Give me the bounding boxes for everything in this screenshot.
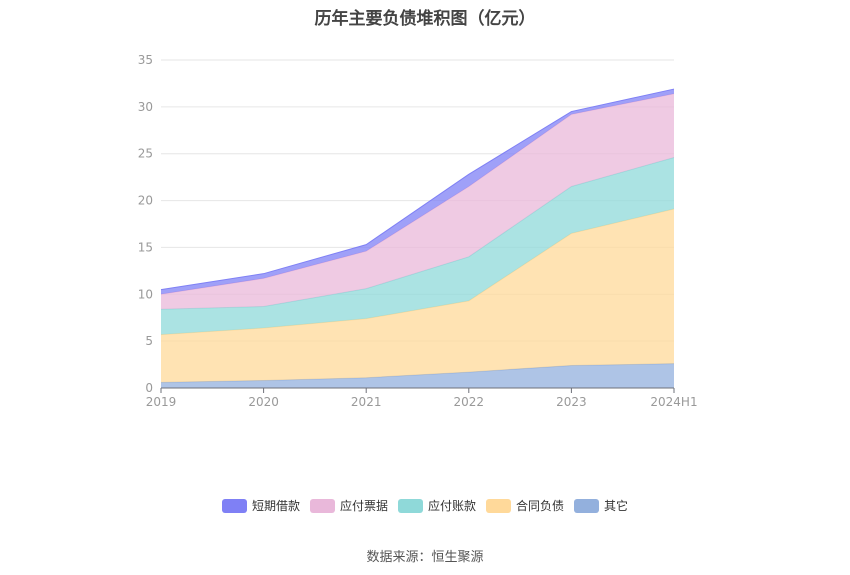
area-series-3 (161, 93, 674, 310)
x-tick-label: 2022 (454, 395, 485, 409)
legend-item[interactable]: 应付账款 (397, 497, 476, 514)
x-tick-label: 2023 (556, 395, 587, 409)
legend-label: 合同负债 (516, 499, 565, 513)
y-tick-label: 5 (145, 334, 153, 348)
legend-swatch (309, 498, 335, 513)
legend-label: 短期借款 (251, 499, 300, 513)
y-tick-label: 35 (138, 53, 153, 67)
legend-swatch (397, 498, 423, 513)
area-series-0 (161, 363, 674, 388)
legend-item[interactable]: 其它 (574, 497, 628, 514)
legend-label: 应付账款 (427, 499, 476, 513)
area-series-1 (161, 209, 674, 383)
chart-legend: 短期借款 应付票据 应付账款 合同负债 其它 (0, 497, 850, 514)
area-series-2 (161, 157, 674, 335)
x-tick-label: 2021 (351, 395, 382, 409)
y-tick-label: 30 (138, 100, 153, 114)
legend-item[interactable]: 短期借款 (221, 497, 300, 514)
area-series-line-4 (160, 88, 675, 291)
legend-label: 应付票据 (339, 499, 388, 513)
x-tick-label: 2019 (146, 395, 177, 409)
data-source-note: 数据来源：恒生聚源 (366, 550, 484, 565)
legend-swatch (574, 498, 600, 513)
x-tick-label: 2024H1 (650, 395, 697, 409)
y-tick-label: 0 (145, 381, 153, 395)
legend-item[interactable]: 合同负债 (486, 497, 564, 514)
legend-swatch (221, 498, 247, 513)
y-tick-label: 20 (138, 194, 153, 208)
y-tick-label: 25 (138, 147, 153, 161)
legend-label: 其它 (604, 499, 629, 513)
legend-item[interactable]: 应付票据 (309, 497, 388, 514)
x-tick-label: 2020 (248, 395, 279, 409)
y-tick-label: 15 (138, 240, 153, 254)
legend-swatch (486, 498, 511, 513)
y-tick-label: 10 (138, 287, 153, 301)
chart-title: 历年主要负债堆积图（亿元） (314, 9, 536, 29)
